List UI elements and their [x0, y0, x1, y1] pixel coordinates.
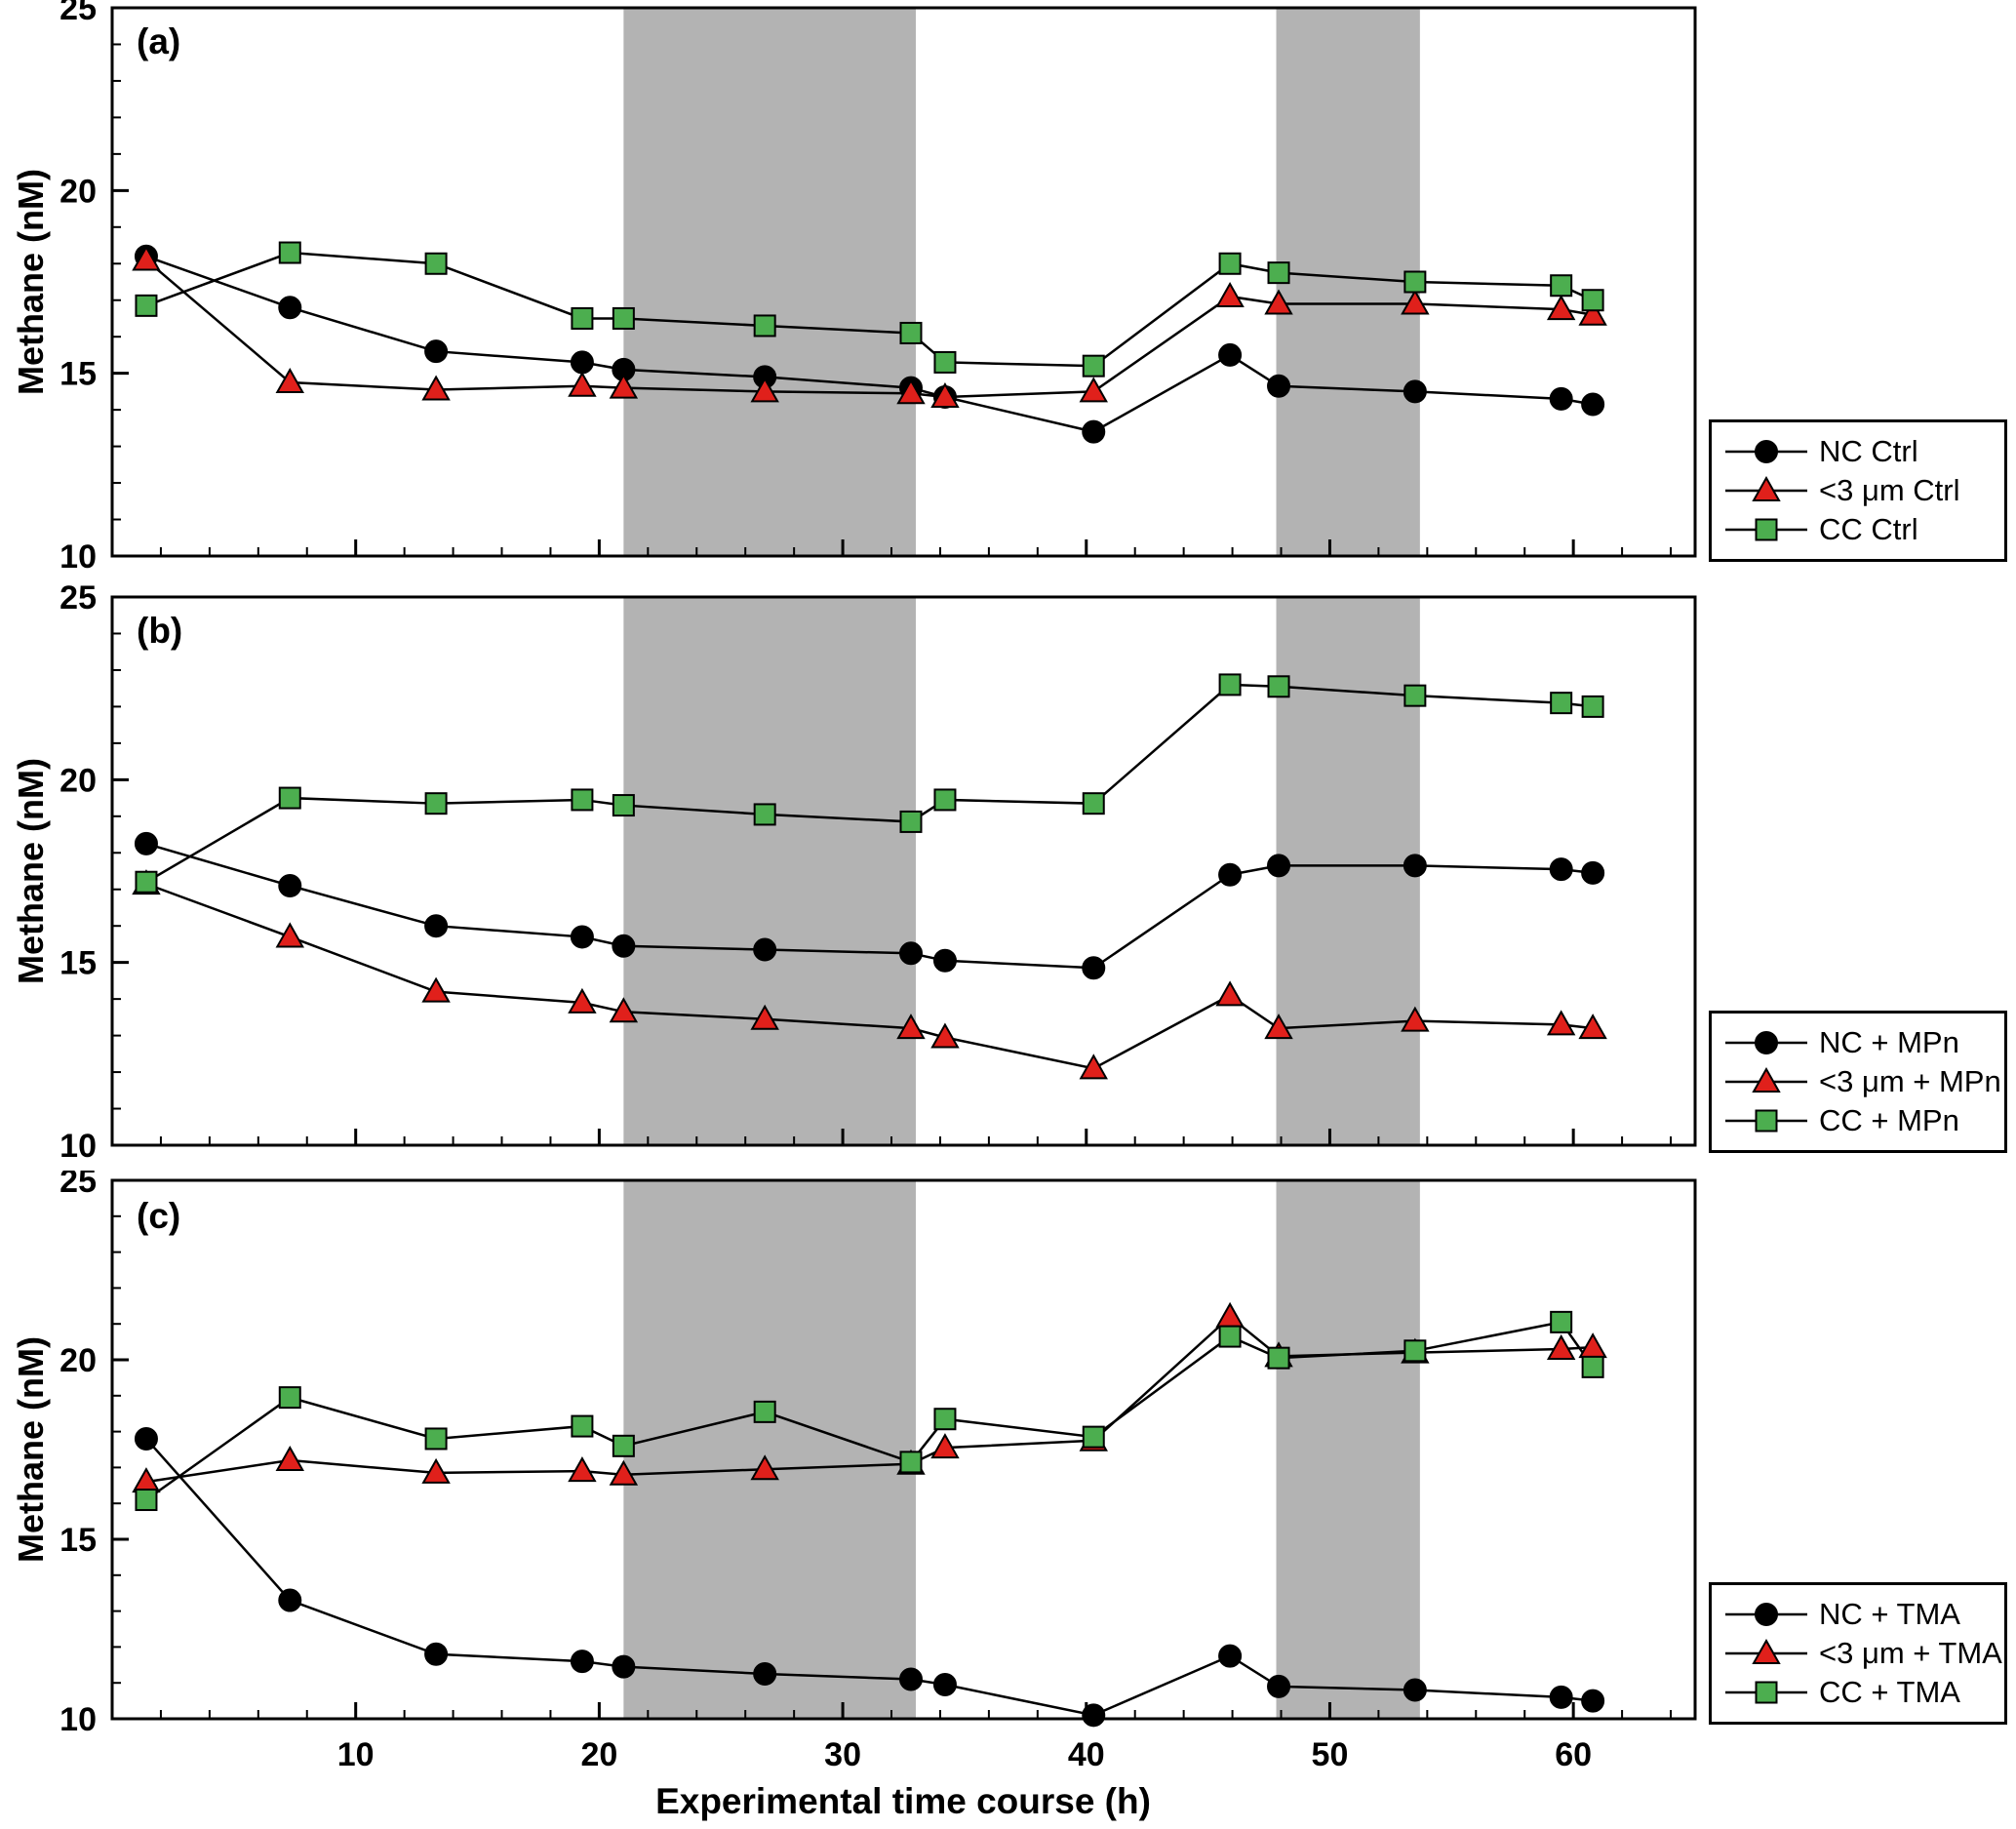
y-tick-label: 10: [59, 1701, 97, 1738]
y-axis-title-b: Methane (nM): [11, 758, 51, 984]
legend-item: CC + TMA: [1721, 1673, 1995, 1712]
triangle-marker-icon: [1725, 1638, 1807, 1664]
panel-label-a: (a): [137, 21, 181, 61]
x-tick-label: 10: [337, 1736, 375, 1773]
y-tick-label: 25: [59, 0, 97, 27]
panel-b-chart: 10 15 20 25: [59, 585, 1697, 1165]
legend-panel-b: NC + MPn <3 μm + MPn CC + MPn: [1709, 1011, 2007, 1153]
y-tick-label: 15: [59, 356, 97, 393]
legend-label: NC + MPn: [1819, 1025, 1959, 1059]
y-axis-title-a: Methane (nM): [11, 169, 51, 395]
y-tick-label: 10: [59, 1128, 97, 1165]
legend-item: NC Ctrl: [1721, 432, 1995, 471]
legend-label: CC + MPn: [1819, 1103, 1959, 1137]
circle-marker-icon: [1725, 1031, 1807, 1054]
y-tick-label: 20: [59, 762, 97, 799]
panel-a-chart: 10 15 20 25: [59, 0, 1697, 576]
square-marker-icon: [1725, 518, 1807, 541]
legend-panel-c: NC + TMA <3 μm + TMA CC + TMA: [1709, 1582, 2007, 1725]
square-marker-icon: [1725, 1109, 1807, 1133]
y-tick-label: 15: [59, 1522, 97, 1559]
triangle-marker-icon: [1725, 475, 1807, 501]
legend-item: <3 μm + MPn: [1721, 1062, 2001, 1101]
x-tick-label: 20: [580, 1736, 617, 1773]
x-tick-label: 30: [824, 1736, 861, 1773]
legend-item: CC + MPn: [1721, 1101, 1995, 1140]
legend-item: <3 μm + TMA: [1721, 1634, 2002, 1673]
legend-label: NC Ctrl: [1819, 434, 1918, 468]
legend-item: CC Ctrl: [1721, 510, 1995, 549]
panel-label-b: (b): [137, 611, 183, 651]
x-axis-title: Experimental time course (h): [655, 1781, 1151, 1821]
x-tick-label: 60: [1555, 1736, 1592, 1773]
legend-label: <3 μm + MPn: [1819, 1064, 2001, 1098]
panel-c-chart: 10 15 20 25 10 20 30 40 50 60: [59, 1171, 1697, 1773]
legend-label: <3 μm + TMA: [1819, 1636, 2002, 1670]
triangle-marker-icon: [1725, 1066, 1807, 1093]
x-tick-label: 40: [1068, 1736, 1105, 1773]
legend-label: CC + TMA: [1819, 1675, 1960, 1709]
circle-marker-icon: [1725, 1603, 1807, 1626]
x-tick-label: 50: [1312, 1736, 1349, 1773]
legend-label: NC + TMA: [1819, 1597, 1960, 1631]
y-tick-label: 10: [59, 538, 97, 576]
y-tick-label: 20: [59, 173, 97, 210]
legend-label: <3 μm Ctrl: [1819, 473, 1960, 507]
y-axis-title-c: Methane (nM): [11, 1336, 51, 1563]
legend-item: NC + MPn: [1721, 1023, 1995, 1062]
y-tick-label: 15: [59, 945, 97, 982]
panel-label-c: (c): [137, 1196, 181, 1236]
legend-panel-a: NC Ctrl <3 μm Ctrl CC Ctrl: [1709, 419, 2007, 562]
square-marker-icon: [1725, 1681, 1807, 1704]
y-tick-label: 20: [59, 1342, 97, 1379]
legend-item: NC + TMA: [1721, 1595, 1995, 1634]
y-tick-label: 25: [59, 585, 97, 616]
y-tick-label: 25: [59, 1171, 97, 1200]
circle-marker-icon: [1725, 440, 1807, 463]
legend-label: CC Ctrl: [1819, 512, 1918, 546]
legend-item: <3 μm Ctrl: [1721, 471, 1995, 510]
